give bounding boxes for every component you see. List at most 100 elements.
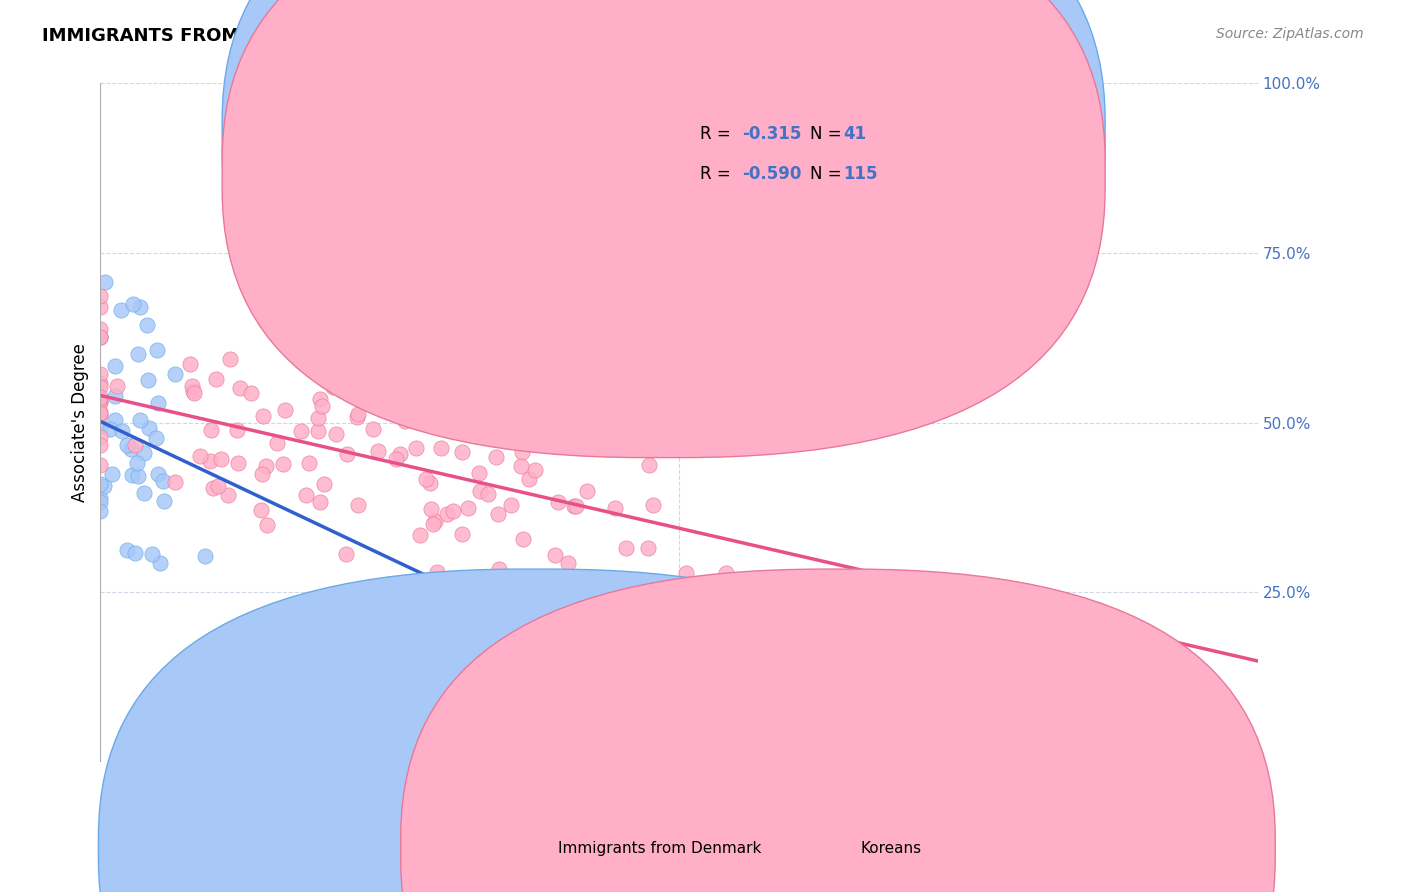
Point bbox=[120, 442, 142, 457]
Point bbox=[336, 447, 359, 461]
Point bbox=[89, 491, 111, 505]
Point bbox=[547, 494, 569, 508]
Point bbox=[562, 500, 585, 514]
Point bbox=[347, 342, 370, 356]
Point bbox=[388, 447, 411, 461]
Text: Source: ZipAtlas.com: Source: ZipAtlas.com bbox=[1216, 27, 1364, 41]
Point bbox=[465, 429, 488, 443]
Point bbox=[94, 275, 117, 289]
Point bbox=[181, 384, 204, 398]
Point bbox=[641, 498, 664, 512]
Text: atlas: atlas bbox=[679, 393, 827, 452]
Point bbox=[200, 423, 222, 437]
Point bbox=[89, 429, 111, 443]
Point bbox=[89, 394, 111, 409]
Point bbox=[127, 469, 149, 483]
Text: ZIP: ZIP bbox=[547, 388, 679, 457]
Point bbox=[456, 404, 478, 418]
Point bbox=[205, 372, 228, 386]
Point bbox=[565, 500, 588, 514]
Point bbox=[347, 408, 370, 422]
Text: Immigrants from Denmark: Immigrants from Denmark bbox=[558, 841, 762, 855]
Point bbox=[311, 399, 333, 413]
Point bbox=[256, 518, 278, 533]
Point bbox=[152, 494, 174, 508]
Point bbox=[89, 376, 111, 390]
Point bbox=[124, 546, 146, 560]
Point bbox=[89, 392, 111, 406]
Point bbox=[163, 367, 186, 381]
Point bbox=[121, 468, 143, 483]
Point bbox=[367, 443, 389, 458]
Point bbox=[229, 381, 252, 395]
Text: Koreans: Koreans bbox=[860, 841, 921, 855]
Point bbox=[405, 441, 427, 455]
Point bbox=[89, 330, 111, 344]
Text: 41: 41 bbox=[844, 125, 866, 143]
Point bbox=[226, 456, 249, 470]
Point bbox=[89, 380, 111, 394]
Point bbox=[308, 495, 330, 509]
Point bbox=[307, 424, 329, 438]
Point bbox=[209, 451, 232, 466]
Point bbox=[441, 503, 464, 517]
Point bbox=[217, 487, 239, 501]
Text: N =: N = bbox=[810, 165, 841, 183]
Point bbox=[180, 378, 202, 392]
Point bbox=[322, 380, 344, 394]
Point bbox=[89, 407, 111, 421]
Point bbox=[138, 421, 160, 435]
Point bbox=[122, 297, 145, 311]
Point bbox=[89, 408, 111, 422]
Point bbox=[194, 549, 217, 564]
Point bbox=[477, 487, 499, 501]
Point bbox=[105, 379, 128, 393]
Point bbox=[89, 477, 111, 491]
Point bbox=[488, 508, 510, 522]
Point bbox=[183, 385, 205, 400]
Point bbox=[271, 457, 294, 471]
Point bbox=[499, 498, 522, 512]
Point bbox=[202, 481, 225, 495]
Point bbox=[637, 458, 659, 472]
Point bbox=[207, 479, 229, 493]
Point bbox=[132, 485, 155, 500]
Point bbox=[451, 526, 474, 541]
Point bbox=[588, 300, 610, 314]
Point bbox=[89, 329, 111, 343]
Point bbox=[89, 301, 111, 315]
Text: 100.0%: 100.0% bbox=[1199, 799, 1258, 814]
Y-axis label: Associate's Degree: Associate's Degree bbox=[72, 343, 89, 502]
Point bbox=[115, 542, 138, 557]
Point bbox=[436, 507, 458, 521]
Point bbox=[423, 514, 446, 528]
Point bbox=[510, 444, 533, 458]
Point bbox=[557, 556, 579, 570]
Point bbox=[239, 385, 262, 400]
Point bbox=[544, 548, 567, 562]
Point bbox=[616, 541, 638, 556]
Point bbox=[141, 548, 163, 562]
Text: 115: 115 bbox=[844, 165, 879, 183]
Point bbox=[89, 330, 111, 344]
Text: IMMIGRANTS FROM DENMARK VS KOREAN ASSOCIATE'S DEGREE CORRELATION CHART: IMMIGRANTS FROM DENMARK VS KOREAN ASSOCI… bbox=[42, 27, 914, 45]
Point bbox=[89, 289, 111, 303]
Point bbox=[89, 438, 111, 452]
Point bbox=[198, 454, 221, 468]
Point bbox=[488, 562, 510, 576]
Point bbox=[145, 431, 167, 445]
Point bbox=[89, 391, 111, 405]
Point bbox=[541, 370, 564, 384]
Point bbox=[252, 409, 274, 423]
Text: R =: R = bbox=[700, 125, 731, 143]
Point bbox=[135, 318, 157, 333]
Point bbox=[149, 556, 172, 570]
Text: -0.590: -0.590 bbox=[742, 165, 801, 183]
Point bbox=[385, 451, 408, 466]
Point bbox=[419, 476, 441, 491]
Point bbox=[127, 347, 149, 361]
Point bbox=[104, 412, 127, 426]
Point bbox=[163, 475, 186, 489]
Point bbox=[100, 467, 122, 481]
Point bbox=[89, 367, 111, 381]
